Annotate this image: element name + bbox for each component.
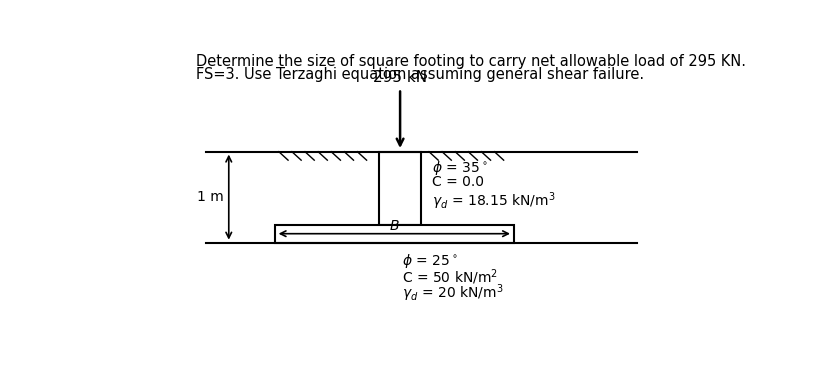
Text: $\phi$ = 35$^\circ$: $\phi$ = 35$^\circ$ [432, 159, 487, 177]
Text: 1 m: 1 m [197, 190, 224, 204]
Text: 295 kN: 295 kN [373, 70, 427, 85]
Text: FS=3. Use Terzaghi equation assuming general shear failure.: FS=3. Use Terzaghi equation assuming gen… [196, 67, 643, 82]
Text: C = 0.0: C = 0.0 [432, 175, 484, 189]
Bar [379, 152, 421, 225]
Text: $\phi$ = 25$^\circ$: $\phi$ = 25$^\circ$ [402, 252, 457, 270]
Text: Determine the size of square footing to carry net allowable load of 295 KN.: Determine the size of square footing to … [196, 54, 745, 69]
Text: B: B [389, 219, 399, 233]
Text: $\gamma_d$ = 20 kN/m$^3$: $\gamma_d$ = 20 kN/m$^3$ [402, 283, 503, 304]
Bar [275, 225, 513, 243]
Text: $\gamma_d$ = 18.15 kN/m$^3$: $\gamma_d$ = 18.15 kN/m$^3$ [432, 190, 555, 212]
Text: C = 50 kN/m$^2$: C = 50 kN/m$^2$ [402, 267, 498, 287]
